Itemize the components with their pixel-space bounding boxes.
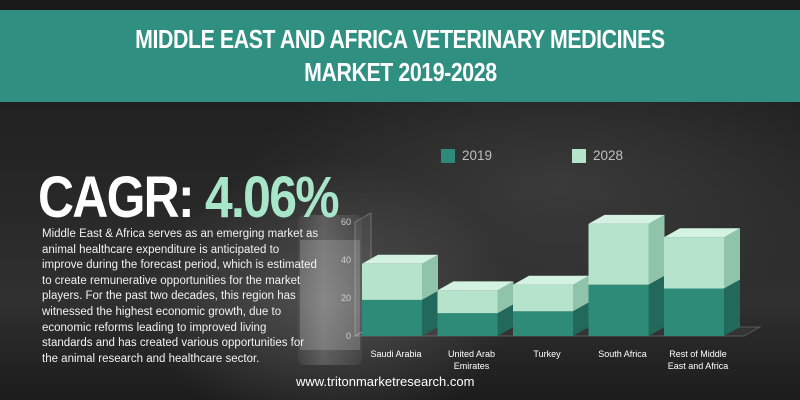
bar-2028-top [362, 254, 438, 264]
bar-2028-side [422, 254, 438, 300]
page-title-line-2: MARKET 2019-2028 [303, 57, 497, 87]
bar-2019-side [724, 279, 740, 336]
legend-swatch-2028 [572, 148, 586, 163]
x-tick-label: South Africa [598, 349, 647, 359]
y-tick-label: 60 [341, 217, 351, 227]
bar-2028-top [513, 275, 589, 285]
bar-2028-top [588, 214, 665, 224]
bar-2019-front [664, 288, 724, 336]
bar-2019-side [497, 304, 514, 336]
bar-2028-front [588, 223, 649, 285]
vial-image [298, 215, 362, 365]
y-tick-label: 0 [346, 331, 351, 341]
bar-2028-side [724, 228, 740, 289]
bar-2019-side [422, 290, 438, 336]
cagr-label: CAGR: [38, 165, 195, 230]
x-tick-label: Rest of Middle [669, 349, 727, 359]
website-url[interactable]: www.tritonmarketresearch.com [296, 374, 475, 389]
bar-2028-front [362, 263, 422, 300]
bar-2028-side [648, 214, 665, 285]
x-tick-label: Emirates [454, 361, 490, 371]
y-tick-label: 20 [341, 293, 351, 303]
x-tick-label: East and Africa [668, 361, 729, 371]
legend-label-2019: 2019 [462, 148, 493, 163]
x-tick-label: Turkey [533, 349, 561, 359]
bar-2028-front [437, 290, 498, 314]
bar-2019-front [437, 313, 498, 336]
legend-item-2028: 2028 [572, 148, 623, 163]
y-tick-label: 40 [341, 255, 351, 265]
bar-2019-side [648, 275, 665, 336]
bar-2028-front [513, 284, 573, 312]
bar-2028-top [437, 281, 514, 291]
x-tick-label: Saudi Arabia [370, 349, 421, 359]
title-banner: MIDDLE EAST AND AFRICA VETERINARY MEDICI… [0, 10, 800, 102]
legend-item-2019: 2019 [441, 148, 492, 163]
bar-2028-front [664, 237, 724, 289]
market-description: Middle East & Africa serves as an emergi… [42, 228, 319, 365]
cagr-value: 4.06% [205, 165, 340, 230]
legend-swatch-2019 [441, 148, 455, 163]
bar-2019-front [588, 284, 649, 336]
x-tick-label: United Arab [448, 349, 495, 359]
page-title-line-1: MIDDLE EAST AND AFRICA VETERINARY MEDICI… [135, 24, 665, 54]
bar-2028-side [573, 275, 589, 312]
vial-label-image [300, 240, 360, 350]
bar-2019-side [573, 302, 589, 336]
bar-2028-side [497, 281, 514, 314]
bar-2019-front [362, 299, 422, 336]
legend-label-2028: 2028 [593, 148, 624, 163]
cagr-headline: CAGR: 4.06% [38, 164, 340, 231]
bar-2019-front [513, 311, 573, 336]
bar-2028-top [664, 228, 740, 238]
